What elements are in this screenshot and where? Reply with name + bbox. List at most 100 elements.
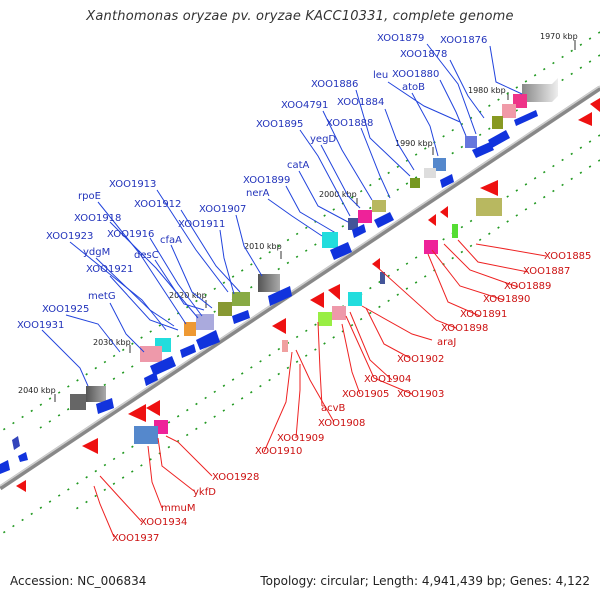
gene-label: XOO1876 (440, 35, 487, 46)
tick-label: 2020 kbp (169, 291, 207, 300)
tick-label: 1980 kbp (468, 86, 506, 95)
gene-arrow (472, 142, 494, 158)
tick-label: 2000 kbp (319, 190, 357, 199)
genome-backbone (0, 85, 600, 491)
gene-arrow (82, 438, 98, 454)
gene-box (184, 322, 196, 336)
gene-label: XOO1888 (326, 118, 373, 129)
gene-label: XOO1910 (255, 446, 302, 457)
gene-arrow (440, 206, 448, 218)
gene-label: XOO1880 (392, 69, 439, 80)
gene-label: ydgM (83, 247, 110, 258)
gene-label: araJ (437, 337, 456, 348)
gene-label: XOO1909 (277, 433, 324, 444)
gene-arrow (232, 310, 250, 324)
gene-label: XOO1918 (74, 213, 121, 224)
map-title: Xanthomonas oryzae pv. oryzae KACC10331,… (86, 9, 514, 24)
gene-arrow (328, 284, 340, 300)
gene-box (318, 312, 332, 326)
tick-label: 2040 kbp (18, 386, 56, 395)
gene-label: XOO1934 (140, 517, 187, 528)
genome-backbone-highlight (0, 85, 600, 487)
gene-box (372, 200, 386, 212)
gene-label: XOO1912 (134, 199, 181, 210)
tick-label: 1990 kbp (395, 139, 433, 148)
tick-label: 2030 kbp (93, 338, 131, 347)
gene-label: XOO1903 (397, 389, 444, 400)
gene-label: XOO1931 (17, 320, 64, 331)
gene-label: XOO1921 (86, 264, 133, 275)
gene-label: XOO1911 (178, 219, 225, 230)
gene-label: XOO1905 (342, 389, 389, 400)
gene-label: XOO1899 (243, 175, 290, 186)
gene-label: leu (373, 70, 388, 81)
gene-arrow (514, 110, 538, 126)
gene-arrow (272, 318, 286, 334)
gene-arrow (372, 258, 380, 270)
topology-text: Topology: circular; Length: 4,941,439 bp… (260, 574, 590, 588)
gene-arrow (16, 480, 26, 492)
gene-label: nerA (246, 188, 270, 199)
reverse-callouts (93, 239, 547, 538)
gene-box (348, 292, 362, 306)
gene-label: XOO1916 (107, 229, 154, 240)
gene-label: ykfD (193, 487, 216, 498)
gene-box (282, 340, 288, 352)
gene-box (513, 94, 527, 108)
gene-arrow (268, 286, 292, 306)
gene-label: catA (287, 160, 310, 171)
gene-box (424, 240, 438, 254)
gene-label: XOO1889 (504, 281, 551, 292)
gene-arrow (0, 460, 10, 474)
gene-arrow (144, 372, 158, 386)
gene-box (358, 210, 372, 223)
gene-box (258, 274, 280, 292)
gene-label: atoB (402, 82, 425, 93)
gene-label: XOO1925 (42, 304, 89, 315)
gene-label: XOO1898 (441, 323, 488, 334)
gene-label: yegD (310, 134, 336, 145)
gene-label: mmuM (161, 503, 195, 514)
gene-label: XOO1895 (256, 119, 303, 130)
tick-label: 2010 kbp (244, 242, 282, 251)
reverse-genes (16, 98, 600, 492)
gene-label: XOO1923 (46, 231, 93, 242)
gene-label: XOO1886 (311, 79, 358, 90)
gene-box (348, 218, 358, 230)
tick-label: 1970 kbp (540, 32, 578, 41)
forward-callouts (41, 43, 523, 387)
gene-box (380, 272, 385, 284)
gene-arrow (374, 212, 394, 228)
gene-box (134, 426, 158, 444)
gene-arrow (480, 180, 498, 196)
gene-label: metG (88, 291, 116, 302)
gene-label: XOO1907 (199, 204, 246, 215)
gene-box (232, 292, 250, 306)
gene-arrow (96, 398, 114, 414)
gene-arrow (578, 112, 592, 126)
gene-box (492, 116, 503, 129)
gene-box (86, 386, 106, 402)
gene-label: XOO4791 (281, 100, 328, 111)
gene-label: rpoE (78, 191, 101, 202)
gene-arrow (150, 356, 176, 376)
gene-label: XOO1887 (523, 266, 570, 277)
gene-arrow (146, 400, 160, 416)
gene-box (465, 136, 477, 148)
gene-box (70, 394, 86, 410)
gene-box (332, 306, 346, 320)
gene-label: XOO1904 (364, 374, 411, 385)
gene-arrow (128, 404, 146, 422)
gene-box (410, 178, 420, 188)
gene-label: XOO1891 (460, 309, 507, 320)
gene-label: XOO1878 (400, 49, 447, 60)
gene-box (322, 232, 338, 248)
gene-label: XOO1928 (212, 472, 259, 483)
gene-box (476, 198, 502, 216)
gene-label: XOO1902 (397, 354, 444, 365)
gene-label: XOO1937 (112, 533, 159, 544)
gene-arrow (330, 242, 352, 260)
gene-box (140, 346, 162, 362)
gene-label: XOO1913 (109, 179, 156, 190)
